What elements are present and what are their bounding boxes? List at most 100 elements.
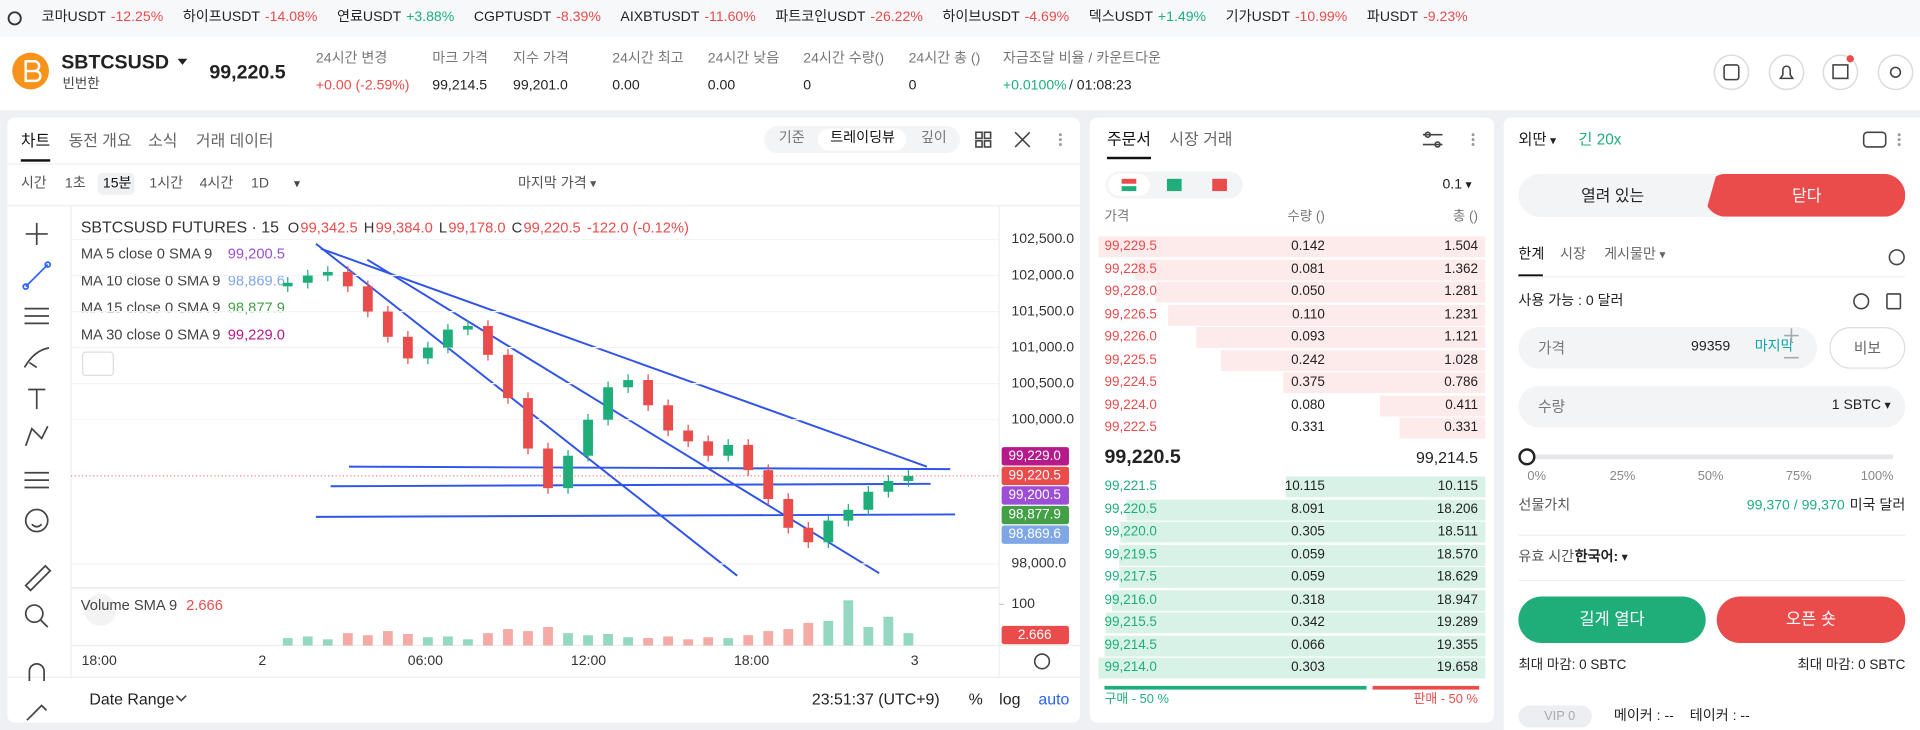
log-toggle[interactable]: log bbox=[999, 689, 1021, 708]
book-price[interactable]: 99,214.0 bbox=[1104, 660, 1157, 675]
book-price[interactable]: 99,215.5 bbox=[1104, 614, 1157, 630]
interval[interactable]: 1시간 bbox=[149, 176, 184, 192]
book-layout-active[interactable] bbox=[1108, 173, 1150, 196]
bbo-button[interactable] bbox=[1829, 327, 1906, 369]
book-price[interactable]: 99,226.5 bbox=[1104, 306, 1157, 322]
chart-icons[interactable] bbox=[175, 131, 1905, 702]
date-range[interactable]: Date Range bbox=[89, 689, 175, 708]
interval[interactable]: 1초 bbox=[64, 176, 86, 192]
book-price[interactable]: 99,220.5 bbox=[1104, 501, 1157, 517]
book-qty: 0.318 bbox=[1291, 592, 1325, 607]
interval[interactable]: 4시간 bbox=[199, 176, 234, 192]
percent-toggle[interactable]: % bbox=[968, 689, 983, 708]
candle-body bbox=[302, 275, 313, 283]
view-option[interactable]: 깊이 bbox=[920, 131, 947, 146]
order-type[interactable]: 게시물만 bbox=[1604, 248, 1665, 263]
candle-body bbox=[362, 286, 373, 312]
price-input[interactable] bbox=[1518, 327, 1818, 369]
price-tag[interactable]: 마지막 bbox=[1754, 339, 1794, 354]
book-tab[interactable]: 주문서 bbox=[1106, 129, 1151, 149]
interval[interactable]: 15분 bbox=[102, 176, 132, 192]
close-tab[interactable]: 닫다 bbox=[1792, 186, 1822, 205]
ticker-item[interactable]: 기가USDT -10.99% bbox=[1226, 9, 1348, 25]
price-badge-label: 98,869.6 bbox=[1008, 526, 1060, 541]
view-option[interactable]: 기준 bbox=[778, 131, 805, 146]
candle-body bbox=[643, 380, 654, 406]
close-tab-bg bbox=[1704, 173, 1906, 217]
price-badge bbox=[1001, 525, 1069, 544]
ticker-item[interactable]: 파트코인USDT -26.22% bbox=[775, 10, 923, 25]
tab-underline bbox=[20, 159, 51, 162]
interval[interactable]: 1D bbox=[251, 176, 270, 192]
book-price[interactable]: 99,217.5 bbox=[1104, 569, 1157, 585]
ticker-item[interactable]: 연료USDT +3.88% bbox=[336, 9, 454, 25]
auto-toggle[interactable]: auto bbox=[1038, 689, 1070, 708]
chart-tab[interactable]: 차트 bbox=[20, 131, 51, 150]
book-price[interactable]: 99,228.5 bbox=[1104, 261, 1157, 277]
book-total: 18.629 bbox=[1436, 569, 1478, 585]
depth-bar bbox=[1104, 635, 1486, 656]
book-qty: 10.115 bbox=[1284, 478, 1325, 494]
order-type[interactable]: 시장 bbox=[1560, 247, 1586, 263]
book-price[interactable]: 99,228.0 bbox=[1104, 284, 1157, 299]
depth-bar bbox=[1134, 259, 1486, 280]
chart-tab[interactable]: 거래 데이터 bbox=[195, 131, 274, 150]
chart-tab[interactable]: 소식 bbox=[148, 131, 178, 150]
book-price[interactable]: 99,219.5 bbox=[1104, 546, 1157, 562]
book-tab[interactable]: 시장 거래 bbox=[1169, 129, 1233, 149]
book-qty: 0.342 bbox=[1291, 614, 1325, 630]
stat-label: 24시간 수량() bbox=[803, 51, 885, 67]
slider-thumb[interactable] bbox=[1518, 448, 1536, 466]
qty-unit[interactable]: 1 SBTC bbox=[1832, 399, 1891, 413]
price-source[interactable]: 마지막 가격 bbox=[518, 177, 596, 192]
book-price[interactable]: 99,225.5 bbox=[1104, 352, 1157, 367]
collapse-button[interactable] bbox=[82, 351, 114, 377]
vip-badge bbox=[1518, 705, 1592, 728]
drag-handles[interactable] bbox=[1058, 133, 1901, 146]
symbol-dropdown[interactable] bbox=[177, 58, 188, 65]
ticker-item[interactable]: 코마USDT -12.25% bbox=[42, 9, 164, 25]
stat-value: 99,214.5 bbox=[432, 78, 488, 94]
sell-button[interactable] bbox=[1716, 596, 1906, 644]
book-price[interactable]: 99,224.5 bbox=[1104, 374, 1157, 390]
volume-bar bbox=[503, 629, 513, 646]
book-price[interactable]: 99,214.5 bbox=[1104, 637, 1157, 653]
book-price[interactable]: 99,221.5 bbox=[1104, 478, 1157, 494]
tif-value[interactable]: 한국어: bbox=[1575, 551, 1628, 565]
depth-bar bbox=[1286, 476, 1486, 498]
ticker-item[interactable]: CGPTUSDT -8.39% bbox=[474, 10, 601, 25]
ticker-item[interactable]: 파USDT -9.23% bbox=[1367, 10, 1468, 25]
drawing-toolbar[interactable] bbox=[22, 222, 52, 721]
ticker-symbol: 연료USDT bbox=[336, 9, 402, 25]
book-price[interactable]: 99,226.0 bbox=[1104, 329, 1157, 345]
ticker-change: -10.99% bbox=[1294, 9, 1348, 25]
order-type[interactable]: 한계 bbox=[1518, 247, 1545, 263]
margin-mode[interactable]: 외딴 bbox=[1518, 132, 1556, 148]
ticker-item[interactable]: 하이프USDT -14.08% bbox=[183, 10, 318, 25]
book-price[interactable]: 99,224.0 bbox=[1104, 397, 1157, 413]
ticker-item[interactable]: AIXBTUSDT -11.60% bbox=[620, 10, 755, 25]
book-price[interactable]: 99,216.0 bbox=[1104, 592, 1157, 607]
book-price[interactable]: 99,222.5 bbox=[1104, 420, 1157, 435]
book-price[interactable]: 99,229.5 bbox=[1104, 238, 1157, 254]
open-tab[interactable]: 열려 있는 bbox=[1581, 186, 1645, 205]
book-total: 19.289 bbox=[1436, 614, 1478, 630]
volume-bar bbox=[783, 629, 794, 646]
ticker-change: -4.69% bbox=[1024, 9, 1070, 25]
buy-button[interactable] bbox=[1518, 596, 1706, 644]
book-price[interactable]: 99,220.0 bbox=[1104, 524, 1157, 539]
chart-tab[interactable]: 동전 개요 bbox=[68, 131, 132, 150]
interval-active bbox=[97, 172, 135, 195]
book-header: 가격 bbox=[1104, 209, 1130, 225]
ticker-item[interactable]: 덱스USDT +1.49% bbox=[1089, 10, 1206, 25]
ticker-change: -12.25% bbox=[110, 9, 164, 25]
sell-label: 오픈 숏 bbox=[1785, 609, 1837, 629]
chart-title: SBTCSUSD FUTURES · 15 bbox=[80, 218, 279, 237]
view-option[interactable]: 트레이딩뷰 bbox=[830, 131, 895, 146]
book-step[interactable]: 0.1 bbox=[1442, 178, 1471, 193]
leverage[interactable]: 긴 20x bbox=[1578, 131, 1622, 149]
symbol[interactable]: SBTCSUSD bbox=[61, 52, 169, 74]
price-badge bbox=[1001, 505, 1069, 525]
y-tick-label: 102,000.0 bbox=[1011, 266, 1074, 282]
ticker-item[interactable]: 하이브USDT -4.69% bbox=[942, 9, 1070, 25]
